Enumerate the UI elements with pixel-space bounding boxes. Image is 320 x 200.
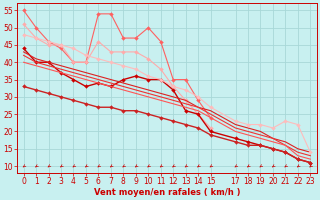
X-axis label: Vent moyen/en rafales ( km/h ): Vent moyen/en rafales ( km/h ) xyxy=(94,188,240,197)
